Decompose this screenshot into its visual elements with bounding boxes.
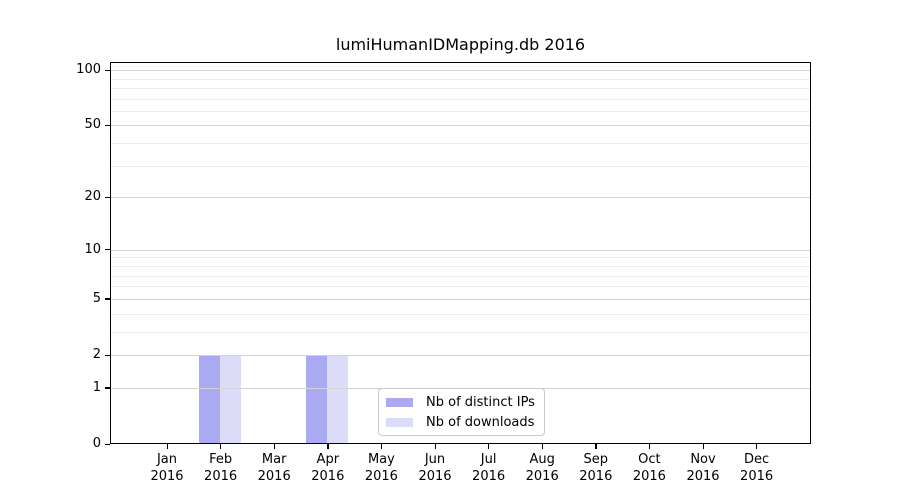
y-tick-label-10: 10 — [84, 241, 101, 257]
x-tick-jan — [166, 444, 168, 449]
x-tick-label-feb: Feb 2016 — [189, 451, 253, 485]
x-tick-year: 2016 — [525, 469, 559, 484]
x-tick-nov — [702, 444, 704, 449]
minor-gridline-4 — [110, 313, 811, 315]
x-tick-label-jun: Jun 2016 — [403, 451, 467, 485]
minor-gridline-30 — [110, 165, 811, 167]
legend: Nb of distinct IPs Nb of downloads — [378, 388, 545, 436]
x-tick-month: Nov — [690, 452, 716, 467]
x-tick-year: 2016 — [686, 469, 720, 484]
minor-gridline-6 — [110, 286, 811, 288]
legend-item-distinct-ips: Nb of distinct IPs — [386, 395, 536, 410]
x-tick-year: 2016 — [204, 469, 238, 484]
minor-gridline-40 — [110, 143, 811, 145]
x-tick-month: Sep — [583, 452, 609, 467]
x-tick-month: Aug — [529, 452, 555, 467]
y-tick-label-2: 2 — [92, 347, 101, 362]
major-gridline-10 — [110, 249, 811, 251]
x-tick-month: Feb — [209, 452, 233, 467]
minor-gridline-60 — [110, 110, 811, 112]
minor-gridline-90 — [110, 78, 811, 80]
major-gridline-2 — [110, 355, 811, 356]
x-tick-month: Mar — [261, 452, 287, 467]
bar-nb-of-downloads-apr — [327, 355, 349, 444]
x-tick-jul — [488, 444, 490, 449]
x-tick-year: 2016 — [579, 469, 613, 484]
x-tick-month: Jan — [156, 452, 178, 467]
x-tick-label-may: May 2016 — [349, 451, 413, 485]
legend-swatch-distinct-ips — [386, 397, 413, 407]
y-tick-label-5: 5 — [92, 290, 101, 306]
legend-label-downloads: Nb of downloads — [426, 414, 535, 430]
x-tick-year: 2016 — [150, 469, 184, 484]
minor-gridline-9 — [110, 257, 811, 259]
x-tick-label-apr: Apr 2016 — [296, 451, 360, 485]
legend-item-downloads: Nb of downloads — [386, 415, 536, 430]
x-tick-month: Dec — [744, 452, 770, 467]
legend-label-distinct-ips: Nb of distinct IPs — [426, 394, 535, 410]
x-tick-month: Jul — [480, 452, 497, 467]
minor-gridline-8 — [110, 265, 811, 267]
y-tick-1 — [105, 387, 110, 389]
x-tick-aug — [541, 444, 543, 449]
major-gridline-5 — [110, 298, 811, 300]
plot-area — [110, 62, 811, 444]
y-tick-100 — [105, 69, 110, 71]
bar-nb-of-distinct-ips-feb — [199, 355, 221, 444]
x-tick-label-jul: Jul 2016 — [457, 451, 521, 485]
y-tick-0 — [105, 443, 110, 445]
x-tick-label-oct: Oct 2016 — [617, 451, 681, 485]
y-tick-label-0: 0 — [92, 436, 101, 451]
x-tick-label-sep: Sep 2016 — [564, 451, 628, 485]
x-tick-label-nov: Nov 2016 — [671, 451, 735, 485]
major-gridline-20 — [110, 197, 811, 199]
x-tick-month: Jun — [424, 452, 446, 467]
x-tick-month: May — [367, 452, 395, 467]
x-tick-label-aug: Aug 2016 — [510, 451, 574, 485]
x-tick-label-dec: Dec 2016 — [725, 451, 789, 485]
chart-title: lumiHumanIDMapping.db 2016 — [335, 35, 586, 54]
y-tick-label-1: 1 — [92, 379, 101, 395]
minor-gridline-7 — [110, 275, 811, 277]
y-tick-5 — [105, 298, 110, 300]
x-tick-year: 2016 — [740, 469, 774, 484]
legend-swatch-downloads — [386, 417, 413, 427]
y-tick-10 — [105, 249, 110, 251]
bar-nb-of-distinct-ips-apr — [306, 355, 328, 444]
x-tick-year: 2016 — [364, 469, 398, 484]
x-tick-jun — [434, 444, 436, 449]
x-tick-month: Apr — [316, 452, 340, 467]
x-tick-apr — [327, 444, 329, 449]
major-gridline-50 — [110, 125, 811, 127]
x-tick-month: Oct — [638, 452, 661, 467]
y-tick-20 — [105, 196, 110, 199]
x-tick-dec — [756, 444, 758, 449]
x-tick-year: 2016 — [311, 469, 345, 484]
y-tick-2 — [105, 354, 110, 356]
x-tick-year: 2016 — [632, 469, 666, 484]
x-tick-year: 2016 — [472, 469, 506, 484]
x-tick-feb — [220, 444, 222, 449]
x-tick-sep — [595, 444, 597, 449]
y-tick-label-50: 50 — [84, 117, 101, 133]
bar-nb-of-downloads-feb — [220, 355, 242, 444]
x-tick-oct — [648, 444, 651, 449]
x-tick-may — [380, 444, 383, 449]
minor-gridline-80 — [110, 87, 811, 89]
y-tick-label-20: 20 — [84, 189, 101, 205]
x-tick-label-mar: Mar 2016 — [242, 451, 306, 485]
minor-gridline-3 — [110, 331, 811, 333]
minor-gridline-70 — [110, 98, 811, 100]
x-tick-year: 2016 — [418, 469, 452, 484]
y-tick-label-100: 100 — [76, 62, 101, 77]
x-tick-year: 2016 — [257, 469, 291, 484]
y-tick-50 — [105, 124, 110, 127]
major-gridline-100 — [110, 70, 811, 71]
x-tick-mar — [273, 444, 275, 449]
x-tick-label-jan: Jan 2016 — [135, 451, 199, 485]
